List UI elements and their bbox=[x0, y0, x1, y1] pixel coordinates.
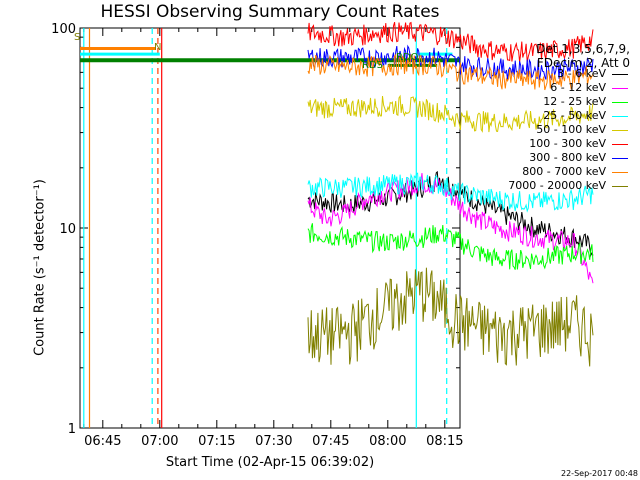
x-axis-label: Start Time (02-Apr-15 06:39:02) bbox=[165, 455, 375, 470]
x-tick-label: 07:45 bbox=[312, 434, 349, 449]
legend-label: 12 - 25 keV bbox=[543, 95, 606, 108]
legend-entry: 100 - 300 keV bbox=[470, 137, 630, 151]
legend-entry: 50 - 100 keV bbox=[470, 123, 630, 137]
series-line-3 bbox=[307, 172, 594, 213]
axis-ticks bbox=[80, 27, 460, 429]
flag-bars bbox=[80, 28, 460, 428]
legend-label: 800 - 7000 keV bbox=[522, 165, 606, 178]
series-line-1 bbox=[307, 173, 594, 284]
series-line-4 bbox=[307, 94, 594, 133]
legend-entry: 800 - 7000 keV bbox=[470, 165, 630, 179]
legend-label: 50 - 100 keV bbox=[536, 123, 606, 136]
annotation-rdo: RDO bbox=[396, 52, 419, 63]
legend-entry: 300 - 800 keV bbox=[470, 151, 630, 165]
plot-frame bbox=[79, 27, 461, 429]
series-line-6 bbox=[307, 44, 594, 81]
annotation-rds: RDS bbox=[362, 60, 383, 71]
annotation-s: S bbox=[74, 32, 80, 43]
legend-swatch bbox=[612, 116, 628, 117]
tick-labels: 06:45 07:00 07:15 07:30 07:45 08:00 08:15 1 10 10… bbox=[51, 22, 463, 449]
legend-swatch bbox=[612, 172, 628, 173]
x-tick-label: 07:00 bbox=[141, 434, 178, 449]
legend-entry: 12 - 25 keV bbox=[470, 95, 630, 109]
legend-swatch bbox=[612, 102, 628, 103]
legend-label: 300 - 800 keV bbox=[529, 151, 606, 164]
legend-label: 3 - 6 keV bbox=[557, 67, 606, 80]
legend-swatch bbox=[612, 88, 628, 89]
y-axis-label: Count Rate (s⁻¹ detector⁻¹) bbox=[32, 179, 48, 356]
annotations: S N RDS RDO bbox=[74, 32, 419, 71]
legend-label: 7000 - 20000 keV bbox=[508, 179, 606, 192]
series-line-7 bbox=[307, 53, 594, 91]
legend-header-line-1: Det 1,3,5,6,7,9, bbox=[536, 42, 630, 56]
x-tick-label: 07:15 bbox=[198, 434, 235, 449]
legend-entry: 6 - 12 keV bbox=[470, 81, 630, 95]
series-line-5 bbox=[307, 21, 594, 63]
series-lines bbox=[307, 21, 594, 367]
timestamp-footer: 22-Sep-2017 00:48 bbox=[561, 469, 638, 478]
chart-title: HESSI Observing Summary Count Rates bbox=[100, 2, 440, 22]
x-tick-label: 06:45 bbox=[84, 434, 121, 449]
legend-entry: 3 - 6 keV bbox=[470, 67, 630, 81]
x-tick-label: 07:30 bbox=[255, 434, 292, 449]
y-tick-label: 1 bbox=[68, 422, 76, 437]
legend-swatch bbox=[612, 74, 628, 75]
legend-swatch bbox=[612, 130, 628, 131]
series-line-2 bbox=[307, 223, 594, 270]
legend-entry: 7000 - 20000 keV bbox=[470, 179, 630, 193]
x-tick-label: 08:15 bbox=[426, 434, 463, 449]
annotation-n: N bbox=[154, 42, 161, 53]
series-line-8 bbox=[307, 267, 594, 367]
y-tick-label: 100 bbox=[51, 22, 76, 37]
y-tick-label: 10 bbox=[59, 222, 76, 237]
legend-swatch bbox=[612, 186, 628, 187]
legend-header-line-2: FDecim 2, Att 0 bbox=[536, 56, 630, 70]
x-tick-label: 08:00 bbox=[369, 434, 406, 449]
plot-border bbox=[79, 27, 461, 429]
legend-swatch bbox=[612, 158, 628, 159]
legend-entry: 25 - 50 keV bbox=[470, 109, 630, 123]
legend-label: 6 - 12 keV bbox=[550, 81, 606, 94]
legend-label: 100 - 300 keV bbox=[529, 137, 606, 150]
legend-label: 25 - 50 keV bbox=[543, 109, 606, 122]
legend-swatch bbox=[612, 144, 628, 145]
